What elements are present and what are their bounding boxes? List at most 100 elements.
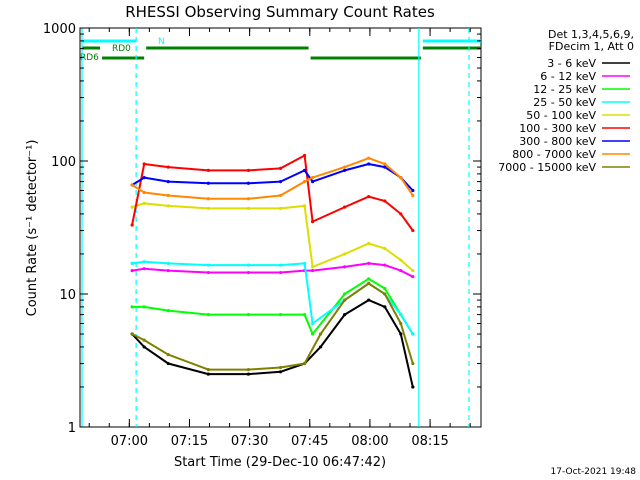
series-8-point-8 (343, 298, 347, 302)
series-7-point-11 (399, 176, 403, 180)
series-1-point-11 (399, 268, 403, 273)
series-3-point-6 (302, 261, 307, 265)
series-2-point-4 (246, 313, 251, 317)
x-tick-label-5: 08:15 (411, 434, 448, 449)
y-tick-label-1: 10 (59, 288, 76, 303)
series-3-point-3 (206, 263, 210, 267)
series-7-point-10 (383, 162, 387, 166)
series-5-point-10 (383, 199, 387, 203)
series-7-point-7 (310, 176, 315, 180)
series-2-point-9 (367, 277, 371, 281)
series-1-point-5 (278, 270, 283, 275)
series-8-point-12 (411, 361, 415, 366)
series-6-point-7 (310, 180, 315, 184)
series-3-point-4 (246, 263, 251, 267)
x-tick-label-4: 08:00 (351, 434, 388, 449)
marker-label-rd6: RD6 (80, 53, 99, 63)
series-line-5 (131, 154, 414, 232)
series-5-point-1 (142, 162, 146, 166)
series-4-point-1 (142, 201, 146, 205)
series-1-point-8 (343, 265, 347, 269)
x-axis-label: Start Time (29-Dec-10 06:47:42) (174, 455, 386, 470)
series-8-point-4 (246, 368, 251, 372)
series-3-point-0 (130, 261, 134, 265)
series-8-point-10 (383, 292, 387, 296)
y-axis-ticks: 1 10 100 1000 (43, 22, 481, 436)
series-8-point-5 (278, 365, 283, 370)
series-2-point-5 (278, 313, 283, 317)
series-line-0 (131, 299, 414, 388)
series-7-point-1 (142, 190, 146, 195)
y-axis-label: Count Rate (s⁻¹ detector⁻¹) (25, 140, 40, 317)
series-4-point-8 (343, 252, 347, 256)
series-7-point-5 (278, 193, 283, 198)
series-6-point-10 (383, 165, 387, 169)
series-2-point-8 (343, 292, 347, 296)
series-0-point-11 (399, 332, 403, 336)
series-7-point-8 (343, 165, 347, 169)
series-0-point-1 (142, 345, 146, 349)
marker-label-n: N (158, 37, 165, 47)
series-5-point-5 (278, 166, 283, 170)
series-5-point-7 (310, 220, 315, 224)
series-0-point-3 (206, 372, 210, 376)
series-1-point-7 (310, 268, 315, 273)
x-tick-label-2: 07:30 (231, 434, 268, 449)
series-6-point-6 (302, 168, 307, 172)
series-8-point-2 (166, 353, 170, 357)
series-0-point-7 (319, 345, 323, 349)
legend-label-2: 12 - 25 keV (533, 83, 596, 96)
series-5-point-0 (130, 223, 134, 227)
series-7-point-12 (411, 193, 415, 198)
series-1-point-1 (142, 267, 146, 271)
series-6-point-4 (246, 181, 251, 185)
series-2-point-0 (130, 305, 134, 309)
series-4-point-3 (206, 206, 210, 211)
series-7-point-4 (246, 197, 251, 201)
series-3-point-1 (142, 260, 146, 264)
legend-label-5: 100 - 300 keV (519, 122, 596, 135)
series-8-point-1 (142, 338, 146, 342)
series-1-point-0 (130, 268, 134, 273)
series-1-point-2 (166, 268, 170, 273)
series-4-point-0 (130, 205, 134, 209)
legend-header-1: FDecim 1, Att 0 (549, 40, 634, 53)
plot-frame (79, 27, 482, 428)
series-1-point-9 (367, 261, 371, 265)
x-tick-label-0: 07:00 (111, 434, 148, 449)
series-1-point-4 (246, 270, 251, 275)
series-4-point-11 (399, 258, 403, 262)
series-2-point-6 (302, 313, 307, 317)
series-6-point-2 (166, 180, 170, 184)
series-2-point-10 (383, 286, 387, 291)
legend-header-0: Det 1,3,4,5,6,9, (548, 28, 634, 41)
series-5-point-12 (411, 228, 415, 233)
series-3-point-11 (399, 313, 403, 317)
series-1-point-3 (206, 270, 210, 275)
series-7-point-3 (206, 197, 210, 201)
series-7-point-0 (130, 183, 134, 187)
series-6-point-3 (206, 181, 210, 185)
legend-label-6: 300 - 800 keV (519, 135, 596, 148)
y-tick-label-2: 100 (51, 155, 76, 170)
y-tick-label-0: 1 (68, 421, 76, 436)
instrument-markers: N RD0 RD6 (80, 37, 481, 63)
series-8-point-6 (302, 361, 307, 366)
series-6-point-1 (142, 176, 146, 180)
series-0-point-4 (246, 372, 251, 376)
series-2-point-7 (310, 332, 315, 336)
legend-label-8: 7000 - 15000 keV (498, 161, 596, 174)
series-4-point-6 (302, 204, 307, 208)
legend-label-0: 3 - 6 keV (547, 57, 596, 70)
series-1-point-12 (411, 275, 415, 279)
series-7-point-6 (302, 180, 307, 184)
marker-label-rd0: RD0 (112, 44, 131, 54)
series-2-point-1 (142, 305, 146, 309)
series-8-point-0 (130, 332, 134, 336)
series-0-point-9 (367, 298, 371, 302)
series-5-point-3 (206, 168, 210, 172)
series-4-point-2 (166, 204, 170, 208)
series-1-point-10 (383, 263, 387, 267)
series-6-point-12 (411, 188, 415, 193)
